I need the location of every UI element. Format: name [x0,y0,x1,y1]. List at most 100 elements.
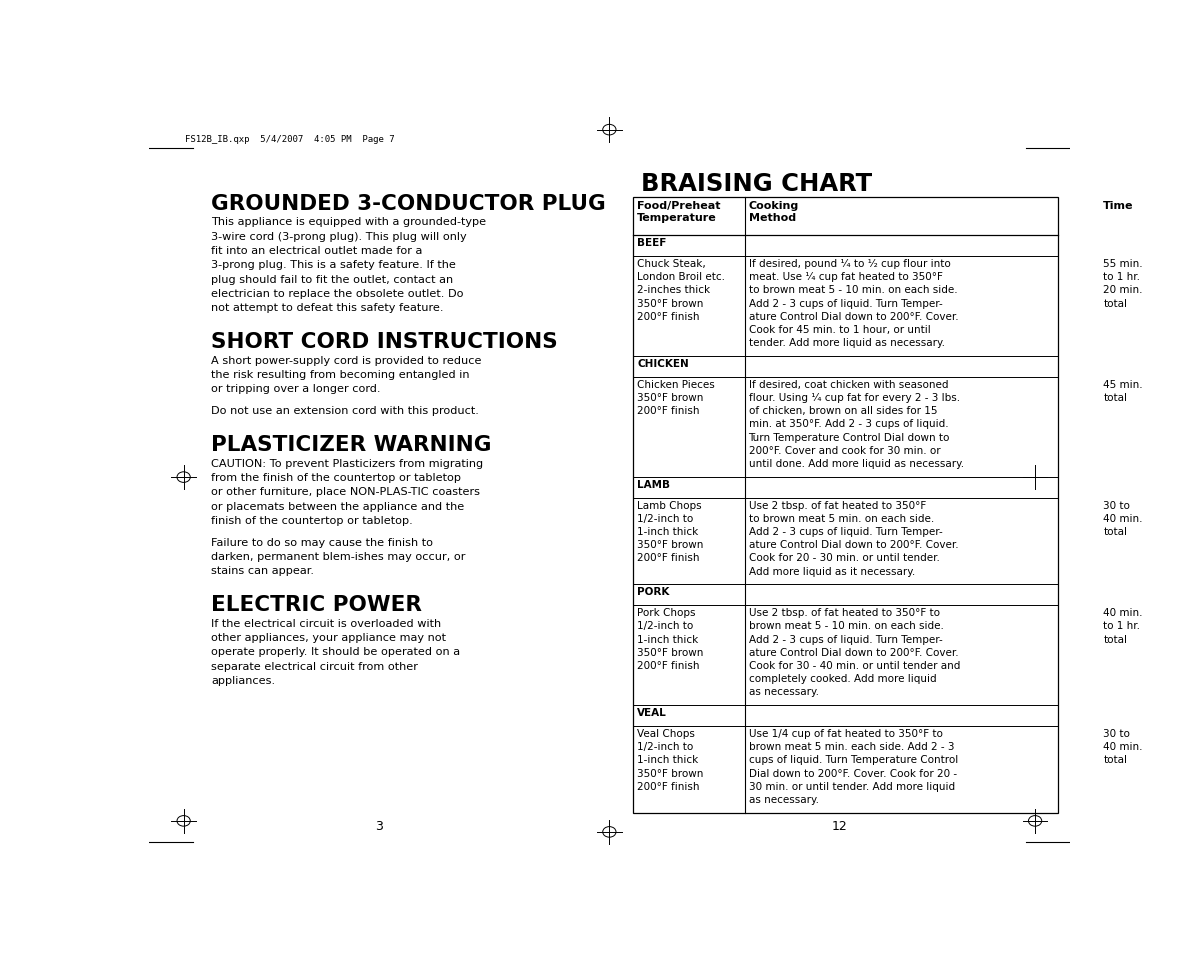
Text: tender. Add more liquid as necessary.: tender. Add more liquid as necessary. [749,338,944,348]
Text: Add 2 - 3 cups of liquid. Turn Temper-: Add 2 - 3 cups of liquid. Turn Temper- [749,526,942,537]
Text: GROUNDED 3-CONDUCTOR PLUG: GROUNDED 3-CONDUCTOR PLUG [212,193,606,213]
Text: SHORT CORD INSTRUCTIONS: SHORT CORD INSTRUCTIONS [212,332,558,352]
Text: Veal Chops: Veal Chops [637,728,694,738]
Text: 3-prong plug. This is a safety feature. If the: 3-prong plug. This is a safety feature. … [212,260,457,270]
Text: 30 to: 30 to [1103,728,1131,738]
Text: Use 2 tbsp. of fat heated to 350°F: Use 2 tbsp. of fat heated to 350°F [749,500,926,510]
Text: Cook for 45 min. to 1 hour, or until: Cook for 45 min. to 1 hour, or until [749,325,930,335]
Text: separate electrical circuit from other: separate electrical circuit from other [212,661,419,671]
Text: If desired, pound ¹⁄₄ to ¹⁄₂ cup flour into: If desired, pound ¹⁄₄ to ¹⁄₂ cup flour i… [749,259,950,269]
Text: Do not use an extension cord with this product.: Do not use an extension cord with this p… [212,406,479,416]
Text: A short power-supply cord is provided to reduce: A short power-supply cord is provided to… [212,355,482,365]
Text: If desired, coat chicken with seasoned: If desired, coat chicken with seasoned [749,379,948,390]
Text: 2-inches thick: 2-inches thick [637,285,710,295]
Text: 200°F. Cover and cook for 30 min. or: 200°F. Cover and cook for 30 min. or [749,445,940,456]
Text: other appliances, your appliance may not: other appliances, your appliance may not [212,633,446,642]
Text: Time: Time [1103,201,1134,211]
Text: 12: 12 [832,819,848,832]
Text: not attempt to defeat this safety feature.: not attempt to defeat this safety featur… [212,303,443,313]
Text: Add more liquid as it necessary.: Add more liquid as it necessary. [749,566,914,577]
Text: 40 min.: 40 min. [1103,514,1143,523]
Text: CAUTION: To prevent Plasticizers from migrating: CAUTION: To prevent Plasticizers from mi… [212,458,484,468]
Text: ature Control Dial down to 200°F. Cover.: ature Control Dial down to 200°F. Cover. [749,647,958,658]
Text: Food/Preheat
Temperature: Food/Preheat Temperature [637,201,721,223]
Text: as necessary.: as necessary. [749,794,818,804]
Text: 1-inch thick: 1-inch thick [637,755,698,764]
Text: 350°F brown: 350°F brown [637,768,704,778]
Text: min. at 350°F. Add 2 - 3 cups of liquid.: min. at 350°F. Add 2 - 3 cups of liquid. [749,419,948,429]
Text: darken, permanent blem-ishes may occur, or: darken, permanent blem-ishes may occur, … [212,552,466,561]
Text: operate properly. It should be operated on a: operate properly. It should be operated … [212,647,460,657]
Text: BEEF: BEEF [637,238,666,248]
Text: 3: 3 [375,819,383,832]
Text: ature Control Dial down to 200°F. Cover.: ature Control Dial down to 200°F. Cover. [749,312,958,321]
Text: 1-inch thick: 1-inch thick [637,634,698,644]
Text: PLASTICIZER WARNING: PLASTICIZER WARNING [212,435,492,455]
Text: to brown meat 5 - 10 min. on each side.: to brown meat 5 - 10 min. on each side. [749,285,957,295]
Text: ELECTRIC POWER: ELECTRIC POWER [212,595,422,615]
Text: total: total [1103,393,1127,402]
Text: meat. Use ¹⁄₄ cup fat heated to 350°F: meat. Use ¹⁄₄ cup fat heated to 350°F [749,272,943,282]
Text: cups of liquid. Turn Temperature Control: cups of liquid. Turn Temperature Control [749,755,958,764]
Text: to 1 hr.: to 1 hr. [1103,620,1140,631]
Text: or tripping over a longer cord.: or tripping over a longer cord. [212,384,380,394]
Text: finish of the countertop or tabletop.: finish of the countertop or tabletop. [212,516,413,525]
Text: electrician to replace the obsolete outlet. Do: electrician to replace the obsolete outl… [212,289,464,298]
Text: 20 min.: 20 min. [1103,285,1143,295]
Text: 3-wire cord (3-prong plug). This plug will only: 3-wire cord (3-prong plug). This plug wi… [212,232,467,241]
Text: 200°F finish: 200°F finish [637,406,699,416]
Text: LAMB: LAMB [637,479,671,489]
Text: 350°F brown: 350°F brown [637,393,704,402]
Text: 40 min.: 40 min. [1103,607,1143,618]
Text: Cook for 30 - 40 min. or until tender and: Cook for 30 - 40 min. or until tender an… [749,660,960,670]
Text: of chicken, brown on all sides for 15: of chicken, brown on all sides for 15 [749,406,937,416]
Text: completely cooked. Add more liquid: completely cooked. Add more liquid [749,674,936,683]
Text: total: total [1103,755,1127,764]
Text: 350°F brown: 350°F brown [637,298,704,309]
Text: from the finish of the countertop or tabletop: from the finish of the countertop or tab… [212,473,461,482]
Text: Use 1/4 cup of fat heated to 350°F to: Use 1/4 cup of fat heated to 350°F to [749,728,943,738]
Text: total: total [1103,634,1127,644]
Text: 55 min.: 55 min. [1103,259,1143,269]
Text: or other furniture, place NON-PLAS-TIC coasters: or other furniture, place NON-PLAS-TIC c… [212,487,480,497]
Text: stains can appear.: stains can appear. [212,566,314,576]
Text: Lamb Chops: Lamb Chops [637,500,702,510]
Text: or placemats between the appliance and the: or placemats between the appliance and t… [212,501,465,511]
Text: Cook for 20 - 30 min. or until tender.: Cook for 20 - 30 min. or until tender. [749,553,939,563]
Text: the risk resulting from becoming entangled in: the risk resulting from becoming entangl… [212,370,470,379]
Text: VEAL: VEAL [637,707,667,718]
Text: 40 min.: 40 min. [1103,741,1143,751]
Text: CHICKEN: CHICKEN [637,358,688,369]
Text: PORK: PORK [637,587,669,597]
Text: Add 2 - 3 cups of liquid. Turn Temper-: Add 2 - 3 cups of liquid. Turn Temper- [749,634,942,644]
Text: brown meat 5 - 10 min. on each side.: brown meat 5 - 10 min. on each side. [749,620,943,631]
Bar [634,198,1058,813]
Text: fit into an electrical outlet made for a: fit into an electrical outlet made for a [212,246,422,255]
Text: FS12B_IB.qxp  5/4/2007  4:05 PM  Page 7: FS12B_IB.qxp 5/4/2007 4:05 PM Page 7 [185,135,395,144]
Text: plug should fail to fit the outlet, contact an: plug should fail to fit the outlet, cont… [212,274,453,284]
Text: BRAISING CHART: BRAISING CHART [641,172,872,195]
Text: Turn Temperature Control Dial down to: Turn Temperature Control Dial down to [749,433,950,442]
Text: Use 2 tbsp. of fat heated to 350°F to: Use 2 tbsp. of fat heated to 350°F to [749,607,939,618]
Text: London Broil etc.: London Broil etc. [637,272,725,282]
Text: 200°F finish: 200°F finish [637,781,699,791]
Text: appliances.: appliances. [212,676,276,685]
Text: Chicken Pieces: Chicken Pieces [637,379,715,390]
Text: flour. Using ¹⁄₄ cup fat for every 2 - 3 lbs.: flour. Using ¹⁄₄ cup fat for every 2 - 3… [749,393,960,402]
Text: Chuck Steak,: Chuck Steak, [637,259,706,269]
Text: 1/2-inch to: 1/2-inch to [637,620,693,631]
Text: This appliance is equipped with a grounded-type: This appliance is equipped with a ground… [212,217,486,227]
Text: 1/2-inch to: 1/2-inch to [637,741,693,751]
Text: total: total [1103,526,1127,537]
Text: 45 min.: 45 min. [1103,379,1143,390]
Text: Cooking
Method: Cooking Method [749,201,799,223]
Text: 30 to: 30 to [1103,500,1131,510]
Text: 30 min. or until tender. Add more liquid: 30 min. or until tender. Add more liquid [749,781,955,791]
Text: 200°F finish: 200°F finish [637,660,699,670]
Text: to brown meat 5 min. on each side.: to brown meat 5 min. on each side. [749,514,933,523]
Text: as necessary.: as necessary. [749,687,818,697]
Text: 1/2-inch to: 1/2-inch to [637,514,693,523]
Text: 200°F finish: 200°F finish [637,312,699,321]
Text: Add 2 - 3 cups of liquid. Turn Temper-: Add 2 - 3 cups of liquid. Turn Temper- [749,298,942,309]
Text: Pork Chops: Pork Chops [637,607,696,618]
